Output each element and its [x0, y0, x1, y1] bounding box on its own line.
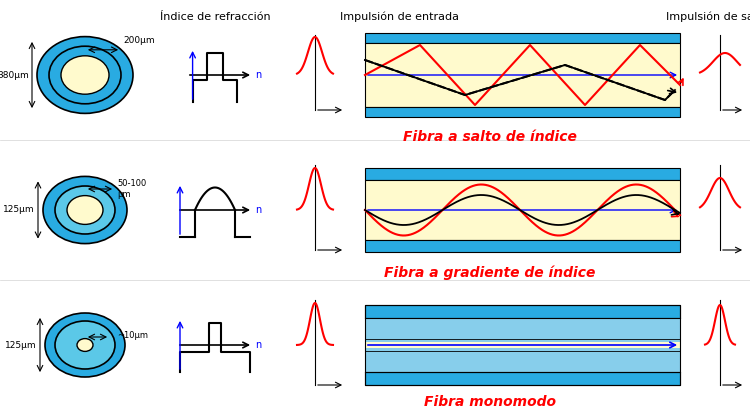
Bar — [365, 168, 680, 180]
Bar — [365, 43, 680, 107]
Ellipse shape — [61, 56, 109, 94]
Text: ~10μm: ~10μm — [117, 330, 148, 339]
Ellipse shape — [67, 196, 103, 224]
Text: Índice de refracción: Índice de refracción — [160, 12, 270, 22]
Bar — [365, 240, 680, 252]
Text: n: n — [255, 205, 261, 215]
Bar — [365, 348, 680, 372]
Text: n: n — [255, 340, 261, 350]
Text: Fibra monomodo: Fibra monomodo — [424, 395, 556, 409]
Text: 200μm: 200μm — [123, 36, 154, 45]
Ellipse shape — [43, 176, 127, 244]
Text: 380μm: 380μm — [0, 70, 29, 79]
Bar — [365, 33, 680, 43]
Ellipse shape — [37, 37, 133, 114]
Bar — [365, 318, 680, 342]
Bar — [365, 305, 680, 385]
Bar — [365, 305, 680, 318]
Ellipse shape — [49, 46, 121, 104]
Text: Impulsión de entrada: Impulsión de entrada — [340, 12, 460, 22]
Bar — [365, 342, 680, 348]
Text: Fibra a gradiente de índice: Fibra a gradiente de índice — [384, 265, 596, 280]
Text: Impulsión de salida: Impulsión de salida — [666, 12, 750, 22]
Text: Fibra a salto de índice: Fibra a salto de índice — [403, 130, 577, 144]
Text: 125μm: 125μm — [5, 341, 37, 349]
Text: n: n — [255, 70, 261, 80]
Ellipse shape — [55, 186, 115, 234]
Bar — [365, 107, 680, 117]
Bar — [365, 180, 680, 240]
Ellipse shape — [77, 339, 93, 352]
Ellipse shape — [45, 313, 125, 377]
Bar — [365, 372, 680, 385]
Ellipse shape — [55, 321, 115, 369]
Text: 125μm: 125μm — [3, 206, 35, 215]
Text: 50-100
μm: 50-100 μm — [117, 179, 146, 199]
